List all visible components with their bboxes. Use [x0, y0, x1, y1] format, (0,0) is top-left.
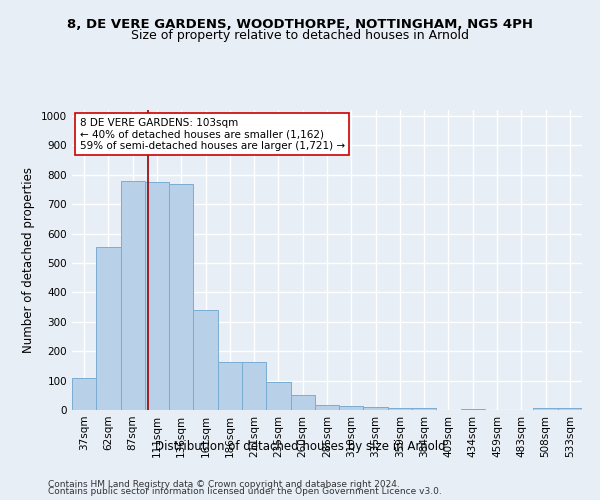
Bar: [218, 362, 242, 410]
Bar: [461, 408, 485, 410]
Text: Size of property relative to detached houses in Arnold: Size of property relative to detached ho…: [131, 29, 469, 42]
Text: Distribution of detached houses by size in Arnold: Distribution of detached houses by size …: [155, 440, 445, 453]
Bar: [364, 407, 388, 410]
Bar: [412, 408, 436, 410]
Bar: [558, 408, 582, 410]
Bar: [72, 378, 96, 410]
Bar: [290, 396, 315, 410]
Bar: [266, 382, 290, 410]
Y-axis label: Number of detached properties: Number of detached properties: [22, 167, 35, 353]
Bar: [315, 404, 339, 410]
Text: Contains HM Land Registry data © Crown copyright and database right 2024.: Contains HM Land Registry data © Crown c…: [48, 480, 400, 489]
Bar: [388, 408, 412, 410]
Bar: [121, 181, 145, 410]
Text: Contains public sector information licensed under the Open Government Licence v3: Contains public sector information licen…: [48, 488, 442, 496]
Bar: [169, 184, 193, 410]
Bar: [193, 310, 218, 410]
Bar: [533, 408, 558, 410]
Bar: [96, 247, 121, 410]
Bar: [242, 362, 266, 410]
Text: 8 DE VERE GARDENS: 103sqm
← 40% of detached houses are smaller (1,162)
59% of se: 8 DE VERE GARDENS: 103sqm ← 40% of detac…: [80, 118, 345, 150]
Text: 8, DE VERE GARDENS, WOODTHORPE, NOTTINGHAM, NG5 4PH: 8, DE VERE GARDENS, WOODTHORPE, NOTTINGH…: [67, 18, 533, 30]
Bar: [339, 406, 364, 410]
Bar: [145, 182, 169, 410]
